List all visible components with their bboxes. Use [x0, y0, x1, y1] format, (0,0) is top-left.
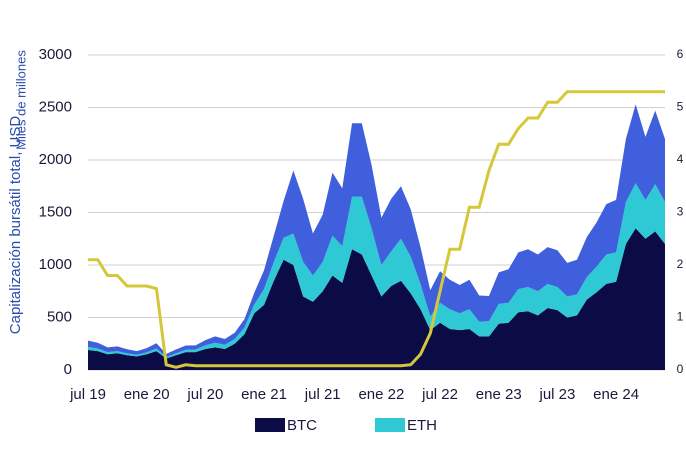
legend-swatch	[375, 418, 405, 432]
y-tick-label: 0	[64, 361, 72, 378]
x-tick-label: ene 21	[241, 386, 287, 403]
legend-label: BTC	[287, 417, 317, 434]
y2-tick-label: 5	[677, 100, 684, 114]
y-tick-label: 500	[47, 308, 72, 325]
y2-tick-label: 1	[677, 310, 684, 324]
y-tick-label: 1000	[39, 256, 72, 273]
x-tick-label: ene 20	[124, 386, 170, 403]
x-tick-label: ene 22	[358, 386, 404, 403]
y-tick-label: 2000	[39, 151, 72, 168]
x-tick-label: ene 23	[476, 386, 522, 403]
x-tick-label: jul 20	[186, 386, 223, 403]
y2-tick-label: 4	[677, 152, 684, 166]
area	[88, 183, 665, 359]
y2-tick-label: 2	[677, 257, 684, 271]
line	[88, 90, 665, 369]
x-tick-label: jul 19	[69, 386, 106, 403]
y-tick-label: 2500	[39, 98, 72, 115]
x-tick-label: jul 23	[538, 386, 575, 403]
y-tick-label: 1500	[39, 203, 72, 220]
y2-axis-label: Miles de millones	[13, 50, 28, 150]
x-tick-label: jul 22	[421, 386, 458, 403]
legend-label: ETH	[407, 417, 437, 434]
legend-swatch	[255, 418, 285, 432]
y-tick-label: 3000	[39, 46, 72, 63]
y2-tick-label: 3	[677, 205, 684, 219]
y2-tick-label: 0	[677, 362, 684, 376]
y2-tick-label: 6	[677, 47, 684, 61]
y-axis-label: Capitalización bursátil total, USD	[7, 116, 24, 335]
area	[88, 104, 665, 358]
x-tick-label: jul 21	[304, 386, 341, 403]
x-tick-label: ene 24	[593, 386, 639, 403]
area	[88, 228, 665, 370]
